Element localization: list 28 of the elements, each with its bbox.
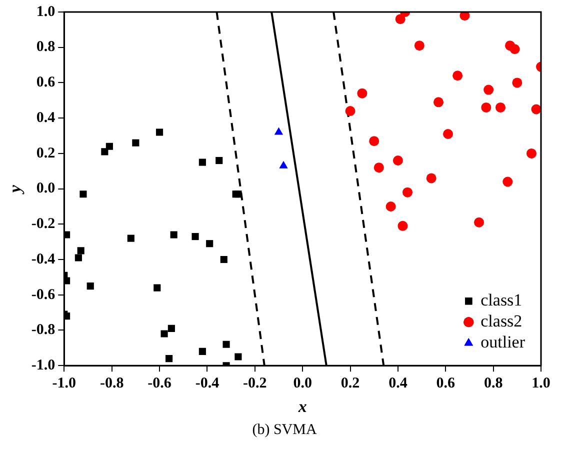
legend-label: class1: [480, 290, 522, 310]
x-tick-label: -1.0: [52, 375, 76, 392]
x-tick-label: 0.8: [484, 375, 503, 392]
x-tick-label: 1.0: [532, 375, 550, 392]
x-tick-label: 0.2: [340, 375, 360, 392]
x-tick-label: -0.6: [148, 375, 172, 392]
x-tick-label: -0.8: [100, 375, 124, 392]
y-tick-label: 0.2: [36, 145, 56, 162]
y-tick-label: 1.0: [36, 4, 56, 20]
x-tick-label: -0.2: [243, 375, 267, 392]
y-tick-label: 0.6: [36, 74, 56, 91]
legend-label: outlier: [480, 332, 526, 352]
x-axis-title: x: [297, 397, 308, 416]
y-tick-label: 0.4: [36, 110, 56, 126]
y-tick-label: -0.6: [31, 286, 56, 303]
y-tick-label: 0.0: [36, 180, 56, 197]
y-axis-title: y: [6, 184, 25, 195]
x-tick-label: 0.4: [388, 375, 408, 392]
x-tick-label: 0.6: [436, 375, 456, 392]
y-tick-label: -1.0: [31, 357, 56, 374]
legend-label: class2: [480, 312, 522, 331]
text: (b) SVMA: [251, 422, 318, 439]
y-tick-label: -0.2: [31, 216, 56, 232]
x-tick-label: -0.4: [195, 375, 220, 392]
x-tick-label: 0.0: [293, 375, 312, 392]
y-tick-label: -0.8: [31, 322, 56, 338]
y-tick-label: -0.4: [31, 251, 56, 268]
y-tick-label: 0.8: [36, 39, 56, 56]
